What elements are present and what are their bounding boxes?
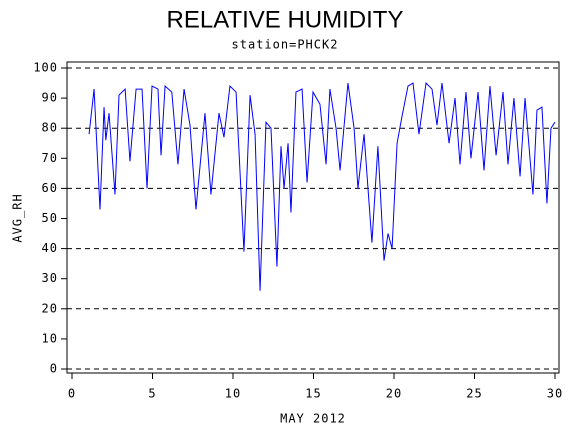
y-tick-label: 10 [42,331,58,345]
x-axis-label: MAY 2012 [280,412,346,426]
x-tick-label: 30 [547,387,563,401]
x-tick-label: 25 [466,387,482,401]
x-tick-label: 15 [305,387,321,401]
y-tick-label: 100 [33,61,58,75]
plot-frame [66,61,560,374]
y-tick-label: 20 [42,301,58,315]
y-tick-label: 90 [42,91,58,105]
x-tick-label: 0 [68,387,76,401]
x-tick-label: 20 [386,387,402,401]
x-tick-label: 5 [148,387,156,401]
y-tick-label: 30 [42,271,58,285]
x-tick-label: 10 [225,387,241,401]
y-tick-label: 60 [42,181,58,195]
y-tick-label: 50 [42,211,58,225]
y-tick-label: 40 [42,241,58,255]
y-tick-label: 70 [42,151,58,165]
y-axis-label: AVG_RH [11,193,25,242]
data-line [88,81,556,291]
y-tick-label: 80 [42,121,58,135]
y-tick-label: 0 [50,362,58,376]
chart-title: RELATIVE HUMIDITY [167,6,404,33]
chart-subtitle: station=PHCK2 [232,38,339,52]
